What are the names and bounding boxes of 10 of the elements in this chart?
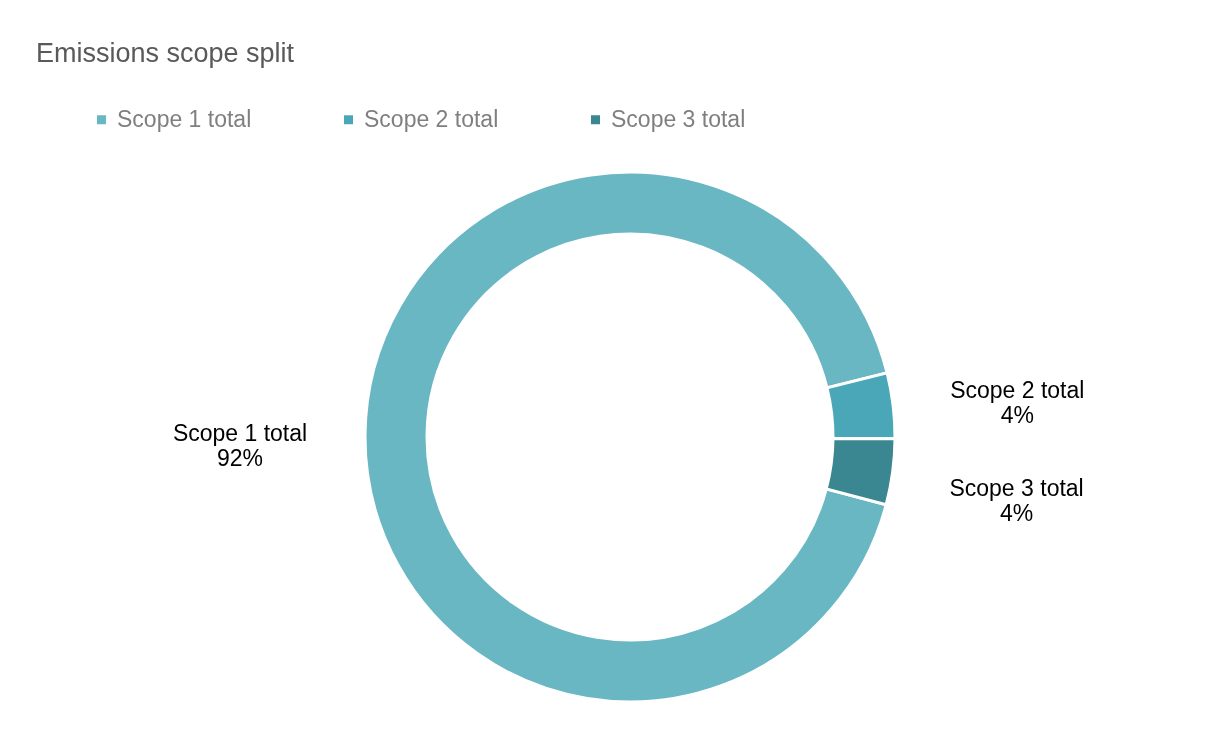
legend-label: Scope 2 total: [364, 105, 499, 132]
legend-label: Scope 3 total: [611, 105, 746, 132]
slice-label: Scope 1 total: [172, 420, 308, 447]
chart-title: Emissions scope split: [36, 38, 295, 68]
data-label: 4%: [999, 499, 1034, 526]
data-label: 92%: [216, 445, 264, 472]
slice-label: Scope 2 total: [950, 376, 1085, 403]
slice-label: Scope 3 total: [949, 474, 1084, 501]
data-label: 4%: [1000, 401, 1034, 428]
legend-label: Scope 1 total: [117, 105, 252, 132]
